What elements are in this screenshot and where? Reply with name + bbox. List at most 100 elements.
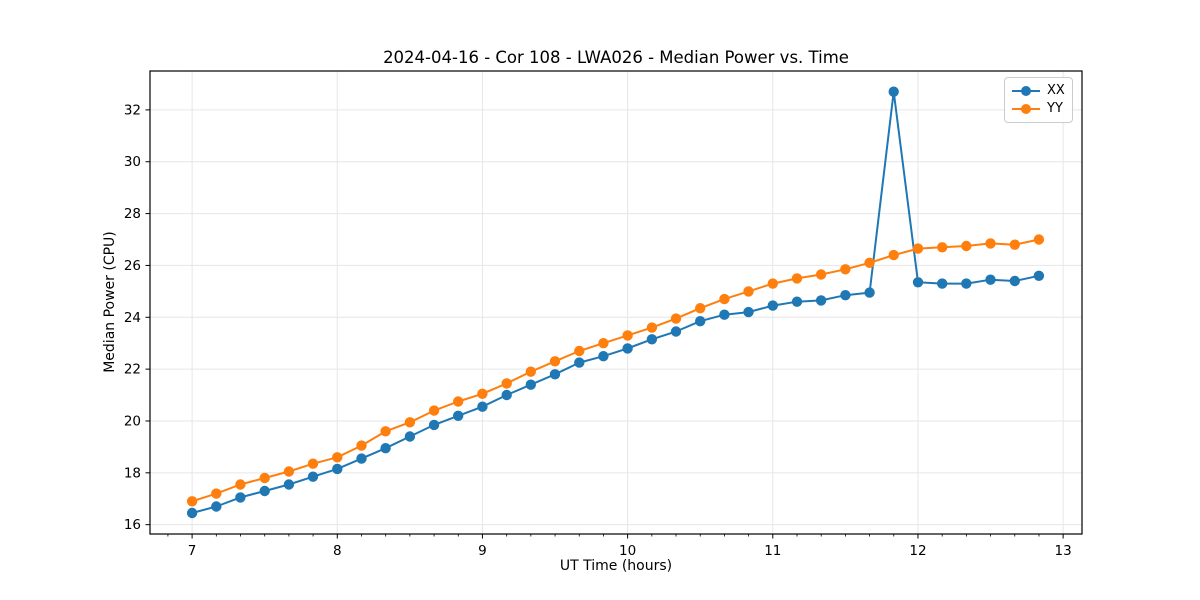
- y-tick-label: 26: [124, 258, 141, 274]
- legend-item-yy: YY: [1012, 100, 1065, 118]
- data-point-yy: [767, 278, 778, 289]
- data-point-xx: [670, 326, 682, 337]
- data-point-xx: [961, 278, 972, 289]
- y-axis-label-text: Median Power (CPU): [102, 231, 118, 373]
- data-point-xx: [211, 501, 222, 512]
- y-tick-label: 16: [124, 517, 141, 533]
- x-minor-ticks: [167, 534, 1040, 537]
- x-tick-label: 12: [909, 543, 926, 559]
- data-point-yy: [912, 243, 924, 254]
- x-axis-ticks: 7 8 9 10 11 12 13: [188, 534, 1072, 559]
- x-tick-label: 11: [764, 543, 781, 559]
- data-point-yy: [428, 405, 440, 416]
- data-point-xx: [283, 479, 295, 490]
- x-tick-label: 8: [333, 543, 342, 559]
- data-point-yy: [235, 479, 246, 490]
- data-point-xx: [404, 431, 416, 442]
- data-point-xx: [501, 389, 512, 401]
- data-point-xx: [864, 287, 875, 298]
- x-tick-label: 13: [1055, 543, 1072, 559]
- data-point-xx: [622, 343, 633, 354]
- y-tick-label: 28: [124, 206, 141, 222]
- x-tick-label: 9: [478, 543, 487, 559]
- series-yy: [186, 234, 1045, 507]
- data-point-yy: [356, 440, 367, 451]
- data-point-xx: [307, 471, 319, 482]
- data-point-xx: [888, 86, 899, 97]
- series-line-yy: [191, 238, 1040, 503]
- data-point-yy: [743, 286, 754, 297]
- data-point-yy: [211, 488, 222, 499]
- data-point-xx: [356, 453, 367, 464]
- data-point-xx: [574, 357, 585, 368]
- data-point-xx: [937, 278, 948, 289]
- data-point-xx: [815, 295, 827, 306]
- data-point-yy: [1033, 234, 1045, 245]
- data-point-yy: [622, 330, 633, 341]
- series-xx: [186, 86, 1045, 519]
- data-point-yy: [380, 426, 391, 437]
- data-point-xx: [719, 309, 730, 320]
- data-point-yy: [574, 345, 585, 357]
- legend-marker-xx-icon: [1012, 85, 1040, 97]
- legend-label-xx: XX: [1047, 83, 1065, 98]
- data-point-xx: [912, 277, 924, 288]
- y-tick-label: 18: [124, 465, 141, 481]
- data-point-xx: [453, 410, 464, 421]
- data-point-yy: [525, 366, 536, 377]
- data-point-xx: [695, 316, 706, 327]
- data-point-xx: [549, 369, 561, 380]
- data-point-xx: [791, 296, 803, 307]
- y-tick-label: 20: [124, 413, 141, 429]
- chart-title: 2024-04-16 - Cor 108 - LWA026 - Median P…: [383, 48, 849, 67]
- data-point-yy: [332, 452, 343, 463]
- plot-border: [149, 70, 1083, 535]
- data-point-xx: [380, 443, 391, 454]
- data-point-yy: [840, 264, 851, 275]
- data-point-xx: [985, 274, 996, 285]
- data-point-yy: [477, 388, 488, 399]
- data-point-xx: [1033, 270, 1045, 281]
- data-point-yy: [186, 496, 198, 507]
- data-point-yy: [670, 313, 682, 324]
- data-point-xx: [598, 351, 609, 362]
- data-point-xx: [646, 334, 658, 345]
- data-point-yy: [501, 378, 512, 389]
- x-axis-label: UT Time (hours): [559, 558, 673, 574]
- y-axis-ticks: 16 18 20 22 24 26 28 30 32: [124, 102, 150, 533]
- data-point-yy: [864, 257, 875, 268]
- data-point-yy: [1009, 239, 1020, 250]
- data-point-yy: [549, 356, 561, 367]
- legend-marker-yy-icon: [1012, 103, 1040, 115]
- data-point-xx: [235, 492, 246, 503]
- data-point-xx: [767, 300, 778, 311]
- data-point-xx: [840, 290, 851, 301]
- data-point-xx: [1009, 275, 1020, 287]
- data-point-yy: [815, 269, 827, 280]
- data-point-yy: [646, 322, 658, 333]
- legend-item-xx: XX: [1012, 82, 1065, 100]
- data-point-yy: [283, 466, 295, 477]
- data-point-xx: [525, 379, 536, 390]
- data-point-yy: [259, 472, 270, 484]
- data-point-yy: [695, 303, 706, 314]
- data-point-yy: [888, 249, 899, 261]
- data-point-yy: [719, 293, 730, 305]
- data-point-yy: [404, 417, 416, 428]
- x-tick-label: 10: [619, 543, 636, 559]
- data-point-yy: [791, 273, 803, 284]
- data-point-xx: [186, 507, 198, 519]
- data-point-yy: [453, 396, 464, 407]
- data-point-yy: [961, 240, 972, 252]
- data-point-yy: [985, 238, 996, 249]
- data-point-yy: [598, 338, 609, 349]
- x-tick-label: 7: [188, 543, 197, 559]
- data-point-yy: [307, 458, 319, 469]
- data-point-xx: [259, 485, 270, 497]
- series-line-xx: [191, 90, 1040, 514]
- y-tick-label: 24: [124, 310, 141, 326]
- legend-label-yy: YY: [1047, 101, 1063, 116]
- data-point-xx: [743, 306, 754, 318]
